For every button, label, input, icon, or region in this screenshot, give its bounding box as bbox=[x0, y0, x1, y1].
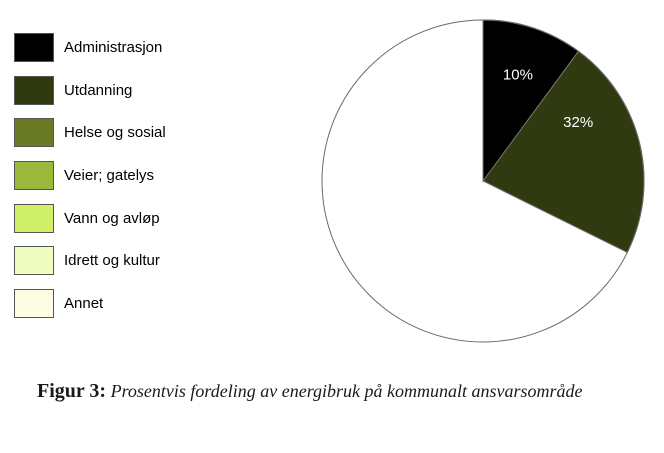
legend-label-vann-og-avlop: Vann og avløp bbox=[64, 209, 160, 227]
pie-chart: 5%9%10%8%25%32%10% bbox=[321, 19, 645, 343]
pie-outline bbox=[321, 19, 645, 343]
legend-swatch-helse-og-sosial bbox=[14, 117, 54, 147]
legend-swatch-veier-gatelys bbox=[14, 160, 54, 190]
legend-label-annet: Annet bbox=[64, 294, 104, 312]
legend-label-veier-gatelys: Veier; gatelys bbox=[64, 166, 155, 184]
legend-item-utdanning: Utdanning bbox=[14, 74, 132, 106]
legend-item-vann-og-avlop: Vann og avløp bbox=[14, 202, 160, 234]
figure-caption: Figur 3: Prosentvis fordeling av energib… bbox=[37, 378, 597, 404]
legend-label-idrett-og-kultur: Idrett og kultur bbox=[64, 251, 160, 269]
legend-item-idrett-og-kultur: Idrett og kultur bbox=[14, 244, 160, 276]
caption-text: Prosentvis fordeling av energibruk på ko… bbox=[110, 381, 583, 401]
legend-swatch-utdanning bbox=[14, 75, 54, 105]
caption-prefix: Figur 3: bbox=[37, 380, 107, 402]
legend-item-helse-og-sosial: Helse og sosial bbox=[14, 116, 166, 148]
legend-item-administrasjon: Administrasjon bbox=[14, 31, 162, 63]
legend-swatch-idrett-og-kultur bbox=[14, 245, 54, 275]
legend-label-administrasjon: Administrasjon bbox=[64, 38, 163, 56]
legend-label-utdanning: Utdanning bbox=[64, 81, 133, 99]
pie-label-administrasjon: 10% bbox=[503, 67, 533, 84]
pie-label-utdanning: 32% bbox=[563, 114, 593, 131]
legend-item-veier-gatelys: Veier; gatelys bbox=[14, 159, 154, 191]
legend-swatch-administrasjon bbox=[14, 32, 54, 62]
legend-swatch-vann-og-avlop bbox=[14, 203, 54, 233]
legend-label-helse-og-sosial: Helse og sosial bbox=[64, 123, 166, 141]
legend-item-annet: Annet bbox=[14, 287, 103, 319]
legend-swatch-annet bbox=[14, 288, 54, 318]
